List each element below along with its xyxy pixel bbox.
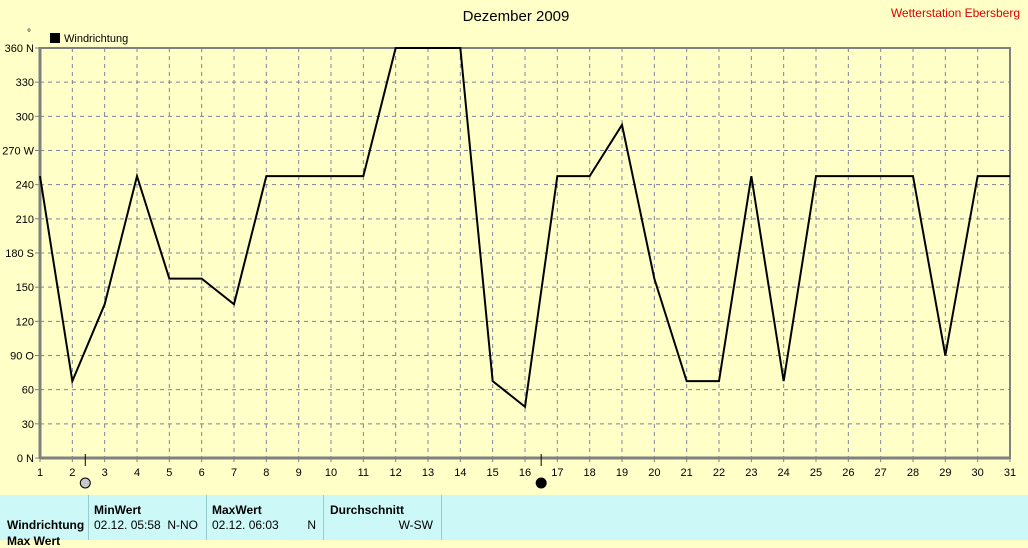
x-tick-label: 13 <box>422 467 434 479</box>
x-tick-label: 27 <box>875 467 887 479</box>
y-tick-label: 210 <box>16 214 34 226</box>
min-value: N-NO <box>167 518 198 532</box>
x-tick-label: 15 <box>487 467 499 479</box>
x-tick-label: 20 <box>648 467 660 479</box>
x-tick-label: 11 <box>358 467 369 479</box>
x-tick-label: 19 <box>616 467 628 479</box>
y-tick-label: 300 <box>16 111 34 123</box>
row-label-col: Windrichtung Max Wert <box>0 495 89 540</box>
x-tick-label: 21 <box>681 467 693 479</box>
max-value: N <box>307 518 316 532</box>
y-tick-label: 120 <box>16 316 34 328</box>
min-col: MinWert 02.12. 05:58 N-NO <box>89 495 207 540</box>
max-col: MaxWert 02.12. 06:03 N <box>207 495 324 540</box>
y-tick-label: 330 <box>16 77 34 89</box>
y-tick-label: 30 <box>22 419 34 431</box>
wind-direction-chart: Dezember 2009 Wetterstation Ebersberg ° … <box>0 0 1028 495</box>
y-tick-label: 180 S <box>5 248 34 260</box>
chart-title: Dezember 2009 <box>463 8 570 25</box>
avg-col: Durchschnitt W-SW <box>324 495 442 540</box>
x-tick-label: 16 <box>519 467 531 479</box>
x-tick-label: 12 <box>390 467 402 479</box>
min-date: 02.12. 05:58 <box>94 518 161 532</box>
min-header: MinWert <box>94 503 141 517</box>
full-moon-icon <box>80 478 90 488</box>
max-date: 02.12. 06:03 <box>212 518 279 532</box>
y-tick-label: 240 <box>16 180 34 192</box>
legend-label: Windrichtung <box>64 33 128 45</box>
row-label: Windrichtung <box>7 518 84 532</box>
x-tick-label: 2 <box>69 467 75 479</box>
x-tick-label: 3 <box>102 467 108 479</box>
x-tick-label: 23 <box>745 467 757 479</box>
x-tick-label: 29 <box>939 467 951 479</box>
x-tick-label: 24 <box>778 467 790 479</box>
x-tick-label: 10 <box>325 467 337 479</box>
y-tick-label: 360 N <box>5 43 34 55</box>
row-label-2: Max Wert <box>7 534 60 548</box>
unit-label: ° <box>27 28 31 39</box>
avg-header: Durchschnitt <box>330 503 404 517</box>
new-moon-icon <box>536 478 546 488</box>
x-tick-label: 8 <box>263 467 269 479</box>
y-tick-label: 0 N <box>17 453 34 465</box>
x-tick-label: 17 <box>551 467 563 479</box>
y-tick-label: 60 <box>22 385 34 397</box>
x-tick-label: 25 <box>810 467 822 479</box>
x-tick-label: 28 <box>907 467 919 479</box>
x-tick-label: 7 <box>231 467 237 479</box>
y-tick-label: 150 <box>16 282 34 294</box>
x-tick-label: 14 <box>454 467 466 479</box>
y-tick-label: 90 O <box>10 351 34 363</box>
station-name: Wetterstation Ebersberg <box>891 6 1020 20</box>
x-tick-label: 4 <box>134 467 140 479</box>
avg-value: W-SW <box>399 518 433 532</box>
stats-panel: Windrichtung Max Wert MinWert 02.12. 05:… <box>0 495 1028 540</box>
x-tick-label: 31 <box>1004 467 1016 479</box>
y-tick-label: 270 W <box>2 146 34 158</box>
x-tick-label: 1 <box>37 467 43 479</box>
legend-swatch <box>50 33 60 43</box>
x-tick-label: 18 <box>584 467 596 479</box>
x-tick-label: 9 <box>296 467 302 479</box>
x-tick-label: 5 <box>166 467 172 479</box>
x-tick-label: 30 <box>972 467 984 479</box>
x-tick-label: 26 <box>842 467 854 479</box>
max-header: MaxWert <box>212 503 262 517</box>
x-tick-label: 22 <box>713 467 725 479</box>
x-tick-label: 6 <box>199 467 205 479</box>
